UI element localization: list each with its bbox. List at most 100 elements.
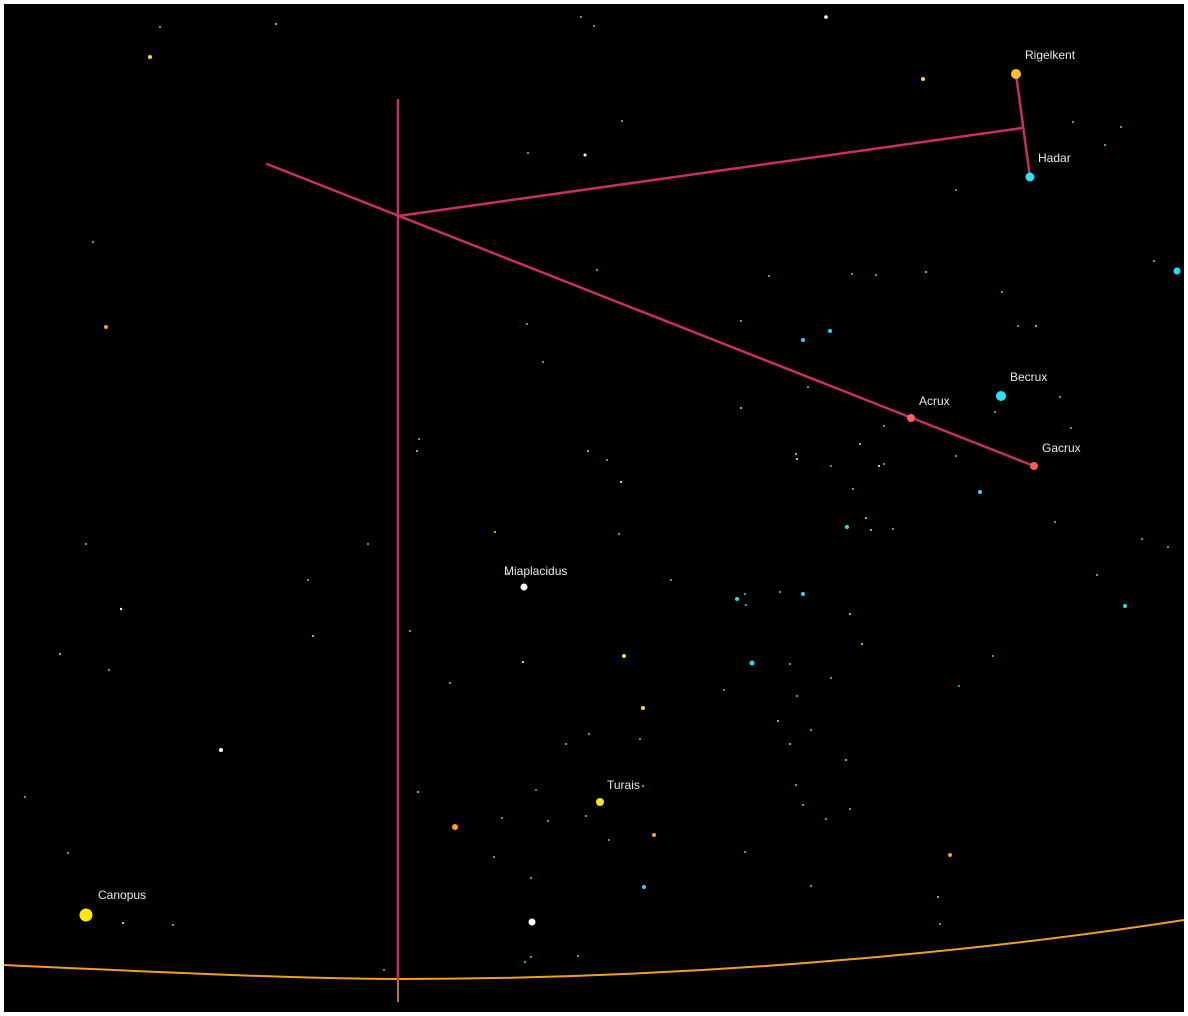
- field-star: [1059, 396, 1061, 398]
- field-star: [593, 25, 595, 27]
- field-star: [1096, 574, 1098, 576]
- star-acrux-label: Acrux: [919, 394, 950, 408]
- field-star: [547, 820, 549, 822]
- field-star: [824, 15, 828, 19]
- field-star: [1104, 144, 1106, 146]
- star-turais-dot[interactable]: [596, 798, 604, 806]
- field-star: [159, 26, 161, 28]
- field-star: [307, 579, 309, 581]
- field-star: [955, 455, 957, 457]
- field-star: [642, 885, 646, 889]
- star-gacrux-dot[interactable]: [1030, 462, 1038, 470]
- field-star: [795, 453, 797, 455]
- star-hadar[interactable]: Hadar: [1025, 151, 1071, 182]
- star-acrux-dot[interactable]: [907, 414, 915, 422]
- field-star: [749, 660, 755, 666]
- field-star: [528, 918, 536, 926]
- field-star: [849, 613, 851, 615]
- field-star: [501, 817, 503, 819]
- field-star: [622, 654, 626, 658]
- star-canopus[interactable]: Canopus: [79, 888, 147, 922]
- field-star: [851, 273, 853, 275]
- field-star: [1001, 291, 1003, 293]
- field-star: [852, 488, 854, 490]
- field-star: [801, 338, 805, 342]
- field-star: [526, 323, 528, 325]
- field-star: [883, 425, 885, 427]
- field-star: [416, 450, 418, 452]
- star-miaplacidus[interactable]: Miaplacidus: [504, 564, 567, 591]
- field-star: [92, 241, 94, 243]
- field-star: [939, 923, 941, 925]
- field-star: [542, 361, 544, 363]
- field-star: [104, 325, 108, 329]
- field-star: [219, 748, 223, 752]
- field-star: [585, 815, 587, 817]
- field-star: [452, 824, 458, 830]
- field-star: [530, 956, 532, 958]
- star-hadar-dot[interactable]: [1025, 172, 1035, 182]
- field-star: [828, 329, 832, 333]
- field-star: [524, 961, 526, 963]
- field-star: [506, 573, 508, 575]
- field-star: [845, 759, 847, 761]
- field-star: [921, 77, 925, 81]
- sky-canvas[interactable]: Rigelkent Hadar Becrux Acrux Gacrux Miap…: [4, 4, 1184, 1012]
- star-becrux-dot[interactable]: [996, 391, 1006, 401]
- field-star: [992, 655, 994, 657]
- field-star: [522, 661, 524, 663]
- field-star: [565, 743, 567, 745]
- field-star: [807, 386, 809, 388]
- named-stars[interactable]: Rigelkent Hadar Becrux Acrux Gacrux Miap…: [79, 48, 1081, 922]
- field-star: [796, 695, 798, 697]
- field-star: [122, 922, 124, 924]
- constellation-lines: [265, 72, 1036, 981]
- field-star: [577, 955, 579, 957]
- field-star: [744, 593, 746, 595]
- field-star: [494, 531, 496, 533]
- field-star: [24, 796, 26, 798]
- field-star: [119, 607, 123, 611]
- field-star: [642, 785, 644, 787]
- star-hadar-label: Hadar: [1038, 151, 1071, 165]
- field-star: [745, 604, 747, 606]
- field-star: [958, 685, 960, 687]
- field-star: [367, 543, 369, 545]
- field-star: [449, 682, 451, 684]
- star-canopus-dot[interactable]: [79, 908, 93, 922]
- field-star: [1141, 538, 1143, 540]
- field-star: [796, 458, 798, 460]
- star-acrux[interactable]: Acrux: [907, 394, 950, 422]
- star-becrux-label: Becrux: [1010, 370, 1047, 384]
- field-star: [530, 877, 532, 879]
- star-becrux[interactable]: Becrux: [996, 370, 1047, 401]
- rigelkent-hadar-line: [1014, 72, 1032, 179]
- field-star: [948, 853, 952, 857]
- field-star: [830, 465, 832, 467]
- star-miaplacidus-label: Miaplacidus: [504, 564, 567, 578]
- field-star: [830, 677, 832, 679]
- pointer-line-centaurus: [396, 126, 1024, 218]
- field-star: [312, 635, 314, 637]
- sky-chart[interactable]: Rigelkent Hadar Becrux Acrux Gacrux Miap…: [4, 4, 1184, 1012]
- field-star: [580, 16, 582, 18]
- field-star: [108, 669, 110, 671]
- star-gacrux-label: Gacrux: [1042, 441, 1081, 455]
- field-star: [148, 55, 152, 59]
- star-turais[interactable]: Turais: [596, 778, 640, 806]
- star-rigelkent-dot[interactable]: [1011, 69, 1021, 79]
- star-miaplacidus-dot[interactable]: [520, 583, 528, 591]
- star-rigelkent[interactable]: Rigelkent: [1011, 48, 1076, 79]
- field-star: [606, 459, 608, 461]
- pointer-line-crux-axis: [265, 162, 1036, 468]
- field-star: [735, 597, 739, 601]
- field-star: [740, 407, 742, 409]
- field-star: [618, 533, 620, 535]
- horizon-line: [4, 919, 1184, 981]
- star-gacrux[interactable]: Gacrux: [1030, 441, 1081, 470]
- field-star: [608, 839, 610, 841]
- sky-background: [4, 4, 1184, 1012]
- field-star: [1035, 325, 1037, 327]
- field-star: [768, 275, 770, 277]
- field-star: [641, 706, 645, 710]
